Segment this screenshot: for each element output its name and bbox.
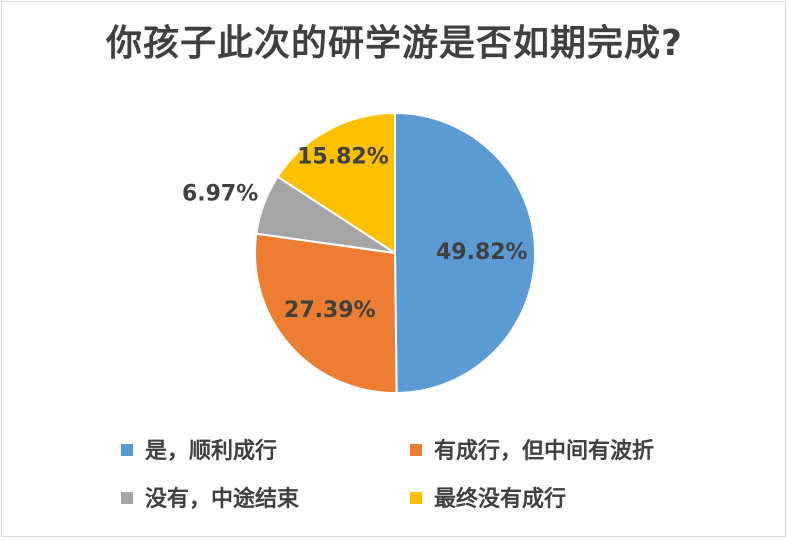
pie-slice-smooth: [394, 111, 536, 395]
legend-swatch-ended-midway: [121, 492, 133, 504]
legend-item-not-taken: 最终没有成行: [410, 486, 566, 514]
legend-label-bumpy: 有成行，但中间有波折: [434, 439, 655, 464]
legend-swatch-not-taken: [410, 492, 422, 504]
legend-label-ended-midway: 没有，中途结束: [145, 487, 300, 512]
legend-item-bumpy: 有成行，但中间有波折: [410, 438, 654, 466]
legend-swatch-smooth: [121, 444, 133, 456]
legend-swatch-bumpy: [410, 444, 422, 456]
chart-title: 你孩子此次的研学游是否如期完成?: [106, 23, 683, 64]
legend-item-smooth: 是，顺利成行: [121, 438, 277, 466]
pie-slice-bumpy: [254, 232, 398, 394]
data-label-smooth: 49.82%: [436, 240, 528, 265]
data-label-bumpy: 27.39%: [284, 298, 376, 323]
legend-label-not-taken: 最终没有成行: [434, 487, 567, 512]
legend-item-ended-midway: 没有，中途结束: [121, 486, 299, 514]
data-label-ended-midway: 6.97%: [182, 182, 258, 207]
pie-slice-not-taken: [276, 111, 396, 255]
data-label-not-taken: 15.82%: [297, 145, 389, 170]
legend-label-smooth: 是，顺利成行: [145, 439, 278, 464]
